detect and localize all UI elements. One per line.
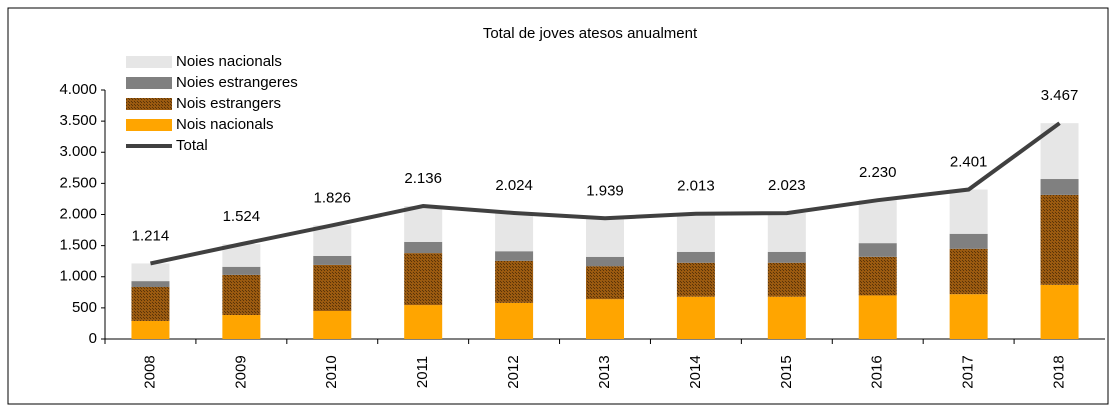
y-tick-label: 3.000 — [59, 143, 97, 160]
y-tick-label: 1.500 — [59, 237, 97, 254]
legend-label: Nois nacionals — [176, 116, 274, 133]
x-tick-label: 2018 — [1051, 355, 1068, 388]
bar-segment — [676, 262, 715, 297]
bar-segment — [404, 305, 443, 339]
bar-segment — [949, 248, 988, 295]
data-label: 2.230 — [859, 164, 897, 181]
legend-label: Total — [176, 137, 208, 154]
bar-segment — [131, 287, 170, 321]
y-tick-label: 500 — [72, 299, 97, 316]
chart-title: Total de joves atesos anualment — [483, 25, 698, 42]
legend-swatch — [126, 98, 172, 110]
data-label: 1.214 — [132, 227, 170, 244]
bar-segment — [949, 233, 988, 249]
bar-segment — [586, 256, 624, 267]
data-label: 3.467 — [1041, 87, 1079, 104]
bar-segment — [131, 320, 170, 339]
bar-segment — [222, 274, 261, 316]
bar-segment — [313, 225, 352, 256]
bar-segment — [858, 200, 897, 244]
bar-segment — [767, 262, 806, 297]
bar-segment — [222, 315, 261, 339]
data-label: 1.524 — [223, 208, 261, 225]
x-tick-label: 2011 — [414, 356, 431, 388]
x-tick-label: 2013 — [596, 355, 613, 388]
y-tick-label: 2.500 — [59, 174, 97, 191]
bar-segment — [949, 189, 988, 234]
x-tick-label: 2014 — [687, 355, 704, 388]
data-label: 2.401 — [950, 154, 988, 171]
bar-segment — [858, 256, 897, 296]
bar-segment — [1040, 194, 1079, 285]
y-tick-label: 4.000 — [59, 81, 97, 98]
y-tick-label: 1.000 — [59, 268, 97, 285]
x-tick-label: 2010 — [323, 355, 340, 388]
bar-segment — [767, 251, 806, 263]
legend-label: Noies estrangeres — [176, 74, 298, 91]
bar-segment — [586, 266, 624, 300]
bar-segment — [495, 213, 534, 252]
legend-swatch — [126, 119, 172, 131]
bar-segment — [586, 218, 624, 257]
bar-segment — [404, 253, 443, 306]
legend-label: Nois estrangers — [176, 95, 281, 112]
total-line — [150, 121, 1061, 266]
bar-segment — [949, 294, 988, 339]
bar-segment — [1040, 179, 1079, 195]
y-tick-label: 0 — [89, 330, 97, 347]
data-label: 2.023 — [768, 177, 806, 194]
x-tick-label: 2008 — [141, 355, 158, 388]
bar-segment — [586, 299, 624, 339]
data-label: 1.826 — [313, 189, 351, 206]
bar-segment — [131, 263, 170, 282]
legend-label: Noies nacionals — [176, 53, 282, 70]
bar-segment — [495, 251, 534, 261]
x-tick-label: 2015 — [778, 355, 795, 388]
bar-segment — [1040, 284, 1079, 339]
data-label: 2.024 — [495, 177, 533, 194]
x-tick-label: 2009 — [232, 355, 249, 388]
legend-swatch — [126, 77, 172, 89]
bar-segment — [858, 243, 897, 257]
bar-segment — [313, 264, 352, 311]
bar-segment — [313, 255, 352, 265]
bar-segment — [676, 296, 715, 339]
bar-segment — [767, 296, 806, 339]
bar-segment — [495, 302, 534, 339]
bar-segment — [222, 266, 261, 275]
bar-segment — [676, 251, 715, 263]
bar-segment — [313, 310, 352, 339]
data-label: 2.136 — [404, 170, 442, 187]
y-tick-label: 2.000 — [59, 205, 97, 222]
bar-segment — [131, 281, 170, 288]
chart-border — [7, 7, 1109, 405]
data-label: 1.939 — [586, 182, 624, 199]
bar-segment — [404, 241, 443, 254]
y-tick-label: 3.500 — [59, 112, 97, 129]
legend-swatch — [126, 56, 172, 68]
x-tick-label: 2017 — [960, 355, 977, 388]
bar-segment — [676, 213, 715, 252]
bar-segment — [858, 295, 897, 339]
bar-segment — [767, 213, 806, 252]
data-label: 2.013 — [677, 178, 715, 195]
x-tick-label: 2016 — [869, 355, 886, 388]
bar-segment — [404, 206, 443, 242]
bar-segment — [495, 260, 534, 303]
x-tick-label: 2012 — [505, 355, 522, 388]
bar-segment — [222, 244, 261, 267]
